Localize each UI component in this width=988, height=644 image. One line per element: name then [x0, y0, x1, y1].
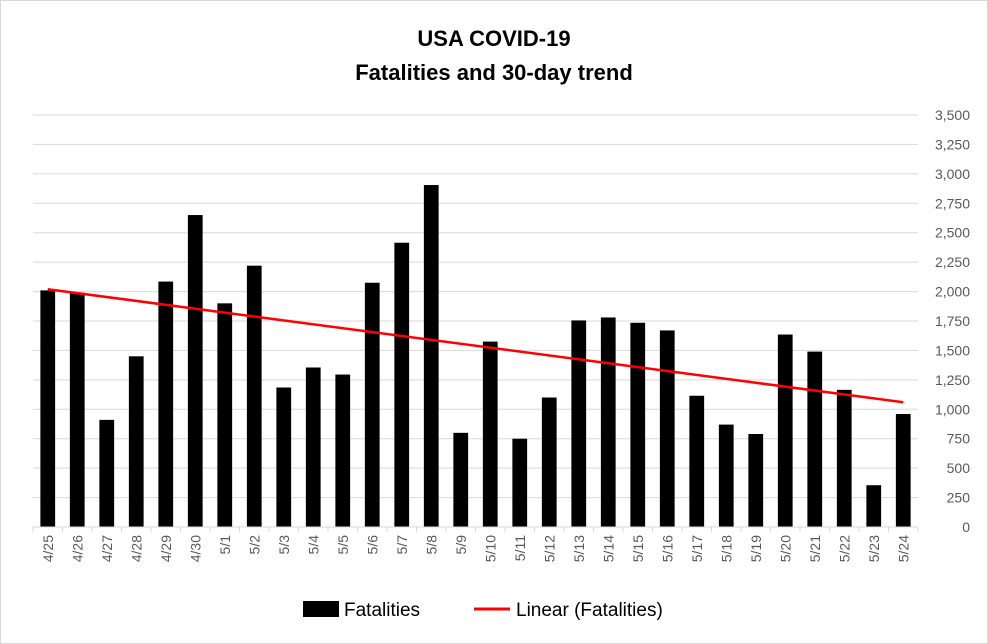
bar-5-2: [246, 265, 262, 527]
x-tick-label: 5/6: [364, 535, 380, 555]
y-tick-label: 2,250: [935, 254, 970, 270]
x-tick-label: 5/9: [453, 535, 469, 555]
x-tick-label: 4/29: [158, 535, 174, 562]
y-tick-label: 2,500: [935, 225, 970, 241]
legend-label-trend: Linear (Fatalities): [516, 600, 663, 621]
bar-5-16: [659, 330, 675, 527]
bar-5-15: [630, 322, 646, 527]
bar-5-4: [305, 367, 321, 527]
x-tick-label: 5/21: [807, 535, 823, 562]
x-axis-ticks: [32, 527, 919, 532]
bar-5-19: [748, 434, 764, 527]
bar-4-27: [99, 419, 115, 527]
y-tick-label: 0: [962, 519, 970, 535]
bar-5-12: [541, 397, 557, 527]
y-tick-label: 1,500: [935, 342, 970, 358]
bar-5-17: [689, 395, 705, 527]
x-tick-label: 5/10: [482, 535, 498, 562]
x-tick-label: 4/26: [69, 535, 85, 562]
x-tick-label: 5/20: [777, 535, 793, 562]
bar-5-13: [571, 320, 587, 527]
y-tick-label: 3,000: [935, 166, 970, 182]
y-tick-label: 2,000: [935, 284, 970, 300]
y-tick-label: 2,750: [935, 195, 970, 211]
y-tick-label: 1,250: [935, 372, 970, 388]
bar-5-14: [600, 317, 616, 527]
bar-5-24: [895, 413, 911, 527]
y-tick-label: 250: [947, 490, 971, 506]
y-tick-label: 3,500: [935, 107, 970, 123]
bar-5-6: [364, 282, 380, 527]
x-tick-label: 5/4: [305, 535, 321, 555]
x-tick-label: 5/14: [600, 535, 616, 562]
chart-title-line-2: Fatalities and 30-day trend: [355, 60, 633, 85]
x-tick-label: 5/24: [895, 535, 911, 562]
bar-5-22: [836, 389, 852, 527]
bar-5-1: [217, 303, 233, 527]
x-tick-label: 5/15: [630, 535, 646, 562]
bar-5-20: [777, 334, 793, 527]
x-tick-label: 5/18: [718, 535, 734, 562]
y-tick-label: 1,750: [935, 313, 970, 329]
bar-4-30: [187, 215, 203, 528]
x-tick-label: 5/2: [246, 535, 262, 555]
y-axis-tick-labels: 0 250 500 750 1,000 1,250 1,500 1,750 2,000 2,250…: [935, 107, 970, 535]
x-tick-label: 4/28: [128, 535, 144, 562]
bar-5-7: [394, 242, 410, 527]
x-tick-label: 5/19: [748, 535, 764, 562]
x-tick-label: 4/25: [40, 535, 56, 562]
chart-title-line-1: USA COVID-19: [417, 26, 570, 51]
x-axis-tick-labels: 4/25 4/26 4/27 4/28 4/29 4/30 5/1 5/2 5/3 5/4 5/5 5…: [40, 535, 912, 562]
x-tick-label: 5/5: [335, 535, 351, 555]
trend-line: [47, 287, 904, 404]
y-tick-label: 500: [947, 460, 971, 476]
legend-label-fatalities: Fatalities: [344, 600, 420, 621]
x-tick-label: 5/7: [394, 535, 410, 555]
y-tick-label: 1,000: [935, 401, 970, 417]
x-tick-label: 5/16: [659, 535, 675, 562]
bar-4-25: [40, 290, 56, 527]
bar-5-9: [453, 432, 469, 527]
x-tick-label: 5/8: [423, 535, 439, 555]
bar-4-28: [128, 356, 144, 527]
x-tick-label: 5/13: [571, 535, 587, 562]
x-tick-label: 5/22: [836, 535, 852, 562]
x-tick-label: 4/27: [99, 535, 115, 562]
y-tick-label: 3,250: [935, 136, 970, 152]
x-tick-label: 4/30: [187, 535, 203, 562]
x-tick-label: 5/1: [217, 535, 233, 555]
gridlines: [33, 114, 918, 499]
bar-4-26: [69, 292, 85, 527]
bar-5-8: [423, 185, 439, 528]
fatalities-bars: [40, 185, 911, 528]
bar-5-11: [512, 438, 528, 527]
x-tick-label: 5/23: [866, 535, 882, 562]
bar-5-21: [807, 351, 823, 527]
legend-swatch-fatalities: [303, 601, 339, 617]
x-tick-label: 5/3: [276, 535, 292, 555]
x-tick-label: 5/12: [541, 535, 557, 562]
bar-5-10: [482, 341, 498, 527]
bar-4-29: [158, 281, 174, 527]
bar-5-3: [276, 387, 292, 527]
legend: Fatalities Linear (Fatalities): [303, 600, 663, 621]
x-tick-label: 5/11: [512, 535, 528, 561]
y-tick-label: 750: [947, 431, 971, 447]
bar-5-18: [718, 424, 734, 527]
bar-5-5: [335, 374, 351, 527]
x-tick-label: 5/17: [689, 535, 705, 562]
bar-5-23: [866, 485, 882, 527]
